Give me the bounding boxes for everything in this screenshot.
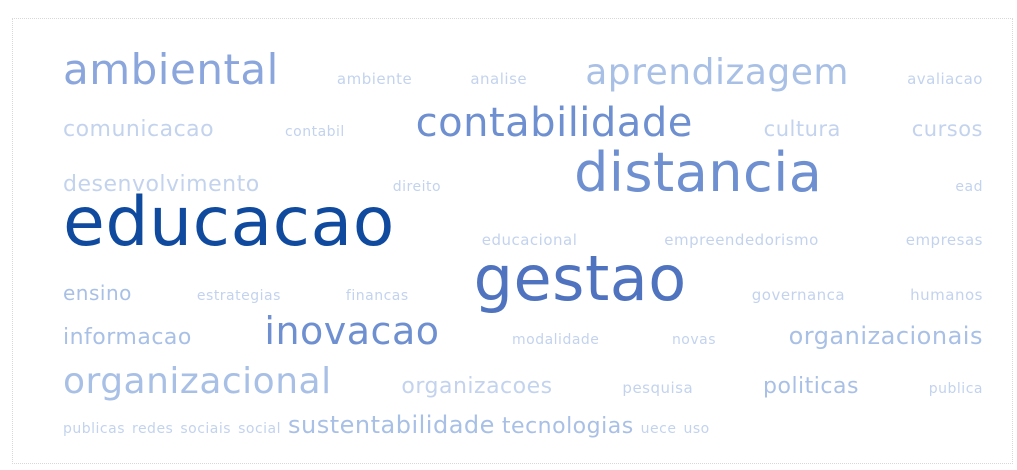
word-row: comunicacao contabil contabilidade cultura c… [63,103,983,143]
word: empreendedorismo [664,231,819,250]
word: novas [671,332,717,349]
word-row: ensino estrategias financas gestao governanc… [63,241,983,315]
word: social [238,420,281,437]
word: humanos [910,285,983,304]
word: uso [683,420,710,437]
word: tecnologias [501,413,634,439]
word: estrategias [196,287,281,304]
word: pesquisa [622,378,694,397]
word: organizacoes [401,373,553,399]
word: ead [955,178,983,195]
word: educacao [63,183,395,263]
word: comunicacao [63,116,215,142]
word: aprendizagem [585,52,849,94]
word: analise [470,70,528,89]
word: ambiente [336,70,413,89]
word: publica [928,380,983,397]
word: sociais [180,420,232,437]
word: empresas [905,231,983,250]
word: cultura [763,116,841,141]
word: desenvolvimento [63,171,260,197]
word: ambiental [63,45,279,95]
word: organizacional [63,360,332,402]
word: politicas [763,373,859,399]
word: redes [132,420,174,437]
word: uece [640,420,677,437]
word: avaliacao [907,70,983,89]
word: inovacao [264,309,440,354]
word: informacao [63,325,192,351]
word: distancia [574,140,823,204]
word: modalidade [512,332,600,349]
word: educacional [481,231,578,250]
word: gestao [473,241,687,315]
word: sustentabilidade [288,410,495,439]
word: cursos [911,116,983,141]
word: contabil [284,123,345,140]
word-cloud: ambiental ambiente analise aprendizagem aval… [12,18,1013,464]
word-row: educacao educacional empreendedorismo empre… [63,189,983,257]
word-row: publicas redes sociais social sustentabilida… [63,413,983,438]
word: contabilidade [415,99,693,146]
word: organizacionais [788,322,983,351]
word: financas [345,287,409,304]
word-row: desenvolvimento direito distancia ead [63,140,983,204]
word: ensino [63,280,132,305]
word-row: ambiental ambiente analise aprendizagem aval… [63,49,983,91]
word: governanca [751,285,846,304]
word: direito [392,178,442,195]
word-row: informacao inovacao modalidade novas organiz… [63,312,983,350]
word-row: organizacional organizacoes pesquisa politi… [63,360,983,402]
word: publicas [63,420,125,437]
